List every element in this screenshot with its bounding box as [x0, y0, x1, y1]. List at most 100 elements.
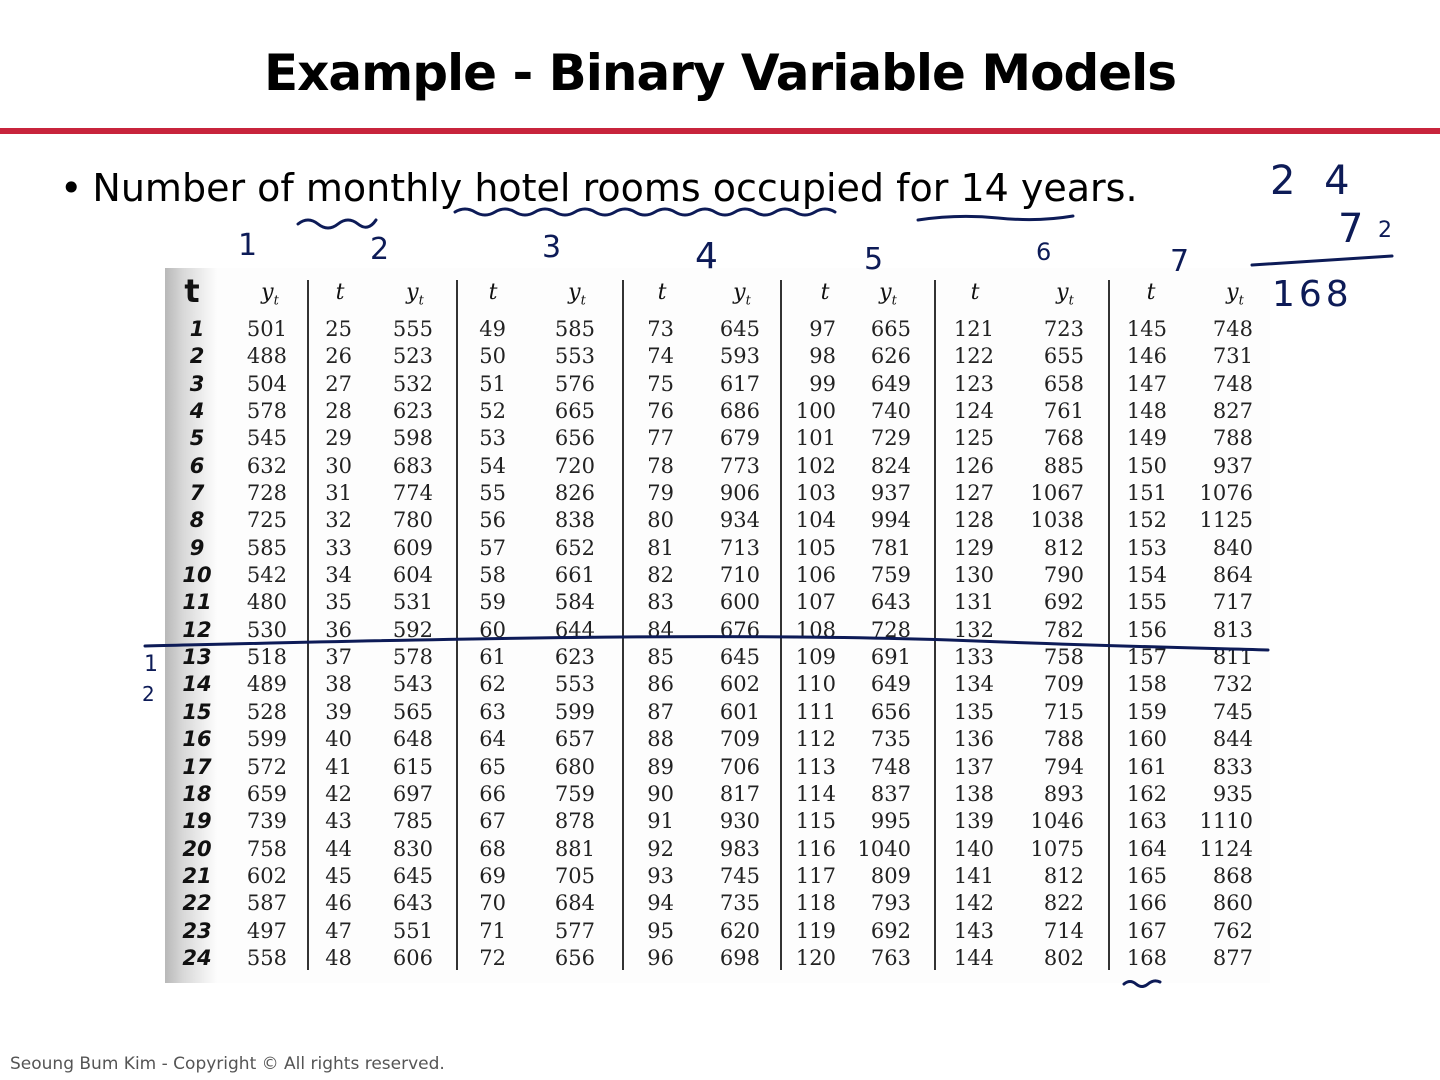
bullet-point: • Number of monthly hotel rooms occupied …	[60, 166, 1138, 210]
table-cell: 166	[1126, 891, 1167, 916]
table-cell: 126	[953, 453, 994, 478]
table-cell: 103	[795, 481, 836, 506]
handwritten-calc-24: 2 4	[1270, 158, 1358, 204]
table-cell: 108	[795, 617, 836, 642]
table-cell: 748	[1212, 371, 1253, 396]
table-cell: 657	[554, 727, 595, 752]
table-cell: 661	[554, 563, 595, 588]
table-cell: 497	[246, 918, 287, 943]
table-cell: 881	[554, 836, 595, 861]
table-cell: 128	[953, 508, 994, 533]
bullet-marker: •	[60, 166, 83, 210]
table-cell: 893	[1043, 781, 1084, 806]
table-cell: 788	[1212, 426, 1253, 451]
table-cell: 748	[1212, 317, 1253, 341]
header-t-label: t	[970, 280, 980, 305]
table-cell: 32	[325, 508, 352, 533]
table-cell: 55	[479, 481, 506, 506]
table-cell: 96	[647, 945, 674, 970]
table-cell: 159	[1126, 699, 1167, 724]
table-column-y5: 665 626 649 740 729 824 937 994 781 759 643 728 691 6…	[851, 316, 911, 972]
table-cell: 565	[392, 699, 433, 724]
table-cell: 74	[647, 344, 674, 369]
table-cell: 720	[554, 453, 595, 478]
table-cell: 157	[1126, 645, 1167, 670]
table-cell: 46	[325, 891, 352, 916]
table-cell: 645	[719, 317, 760, 341]
scan-shadow-edge	[165, 268, 217, 983]
table-cell: 1125	[1199, 508, 1253, 533]
table-cell: 30	[325, 453, 352, 478]
slide-title: Example - Binary Variable Models	[263, 44, 1177, 102]
handwritten-margin-2: 2	[142, 682, 155, 706]
handwritten-t-cell: 3	[189, 371, 205, 396]
table-cell: 609	[392, 535, 433, 560]
table-cell: 107	[795, 590, 836, 615]
table-cell: 111	[795, 699, 836, 724]
table-cell: 822	[1043, 891, 1084, 916]
table-cell: 587	[246, 891, 287, 916]
table-cell: 131	[953, 590, 994, 615]
table-cell: 645	[392, 863, 433, 888]
calc-divider-line	[1250, 254, 1394, 267]
table-cell: 112	[795, 727, 836, 752]
table-cell: 163	[1126, 809, 1167, 834]
handwritten-col-1: 1	[238, 228, 258, 263]
table-column-t2: 25 26 27 28 29 30 31 32 33 34 35 36 37 38 39 40 41 42 43 44…	[312, 316, 352, 972]
table-cell: 152	[1126, 508, 1167, 533]
table-cell: 620	[719, 918, 760, 943]
handwritten-calc-168: 168	[1272, 274, 1353, 315]
table-column-y6: 723 655 658 761 768 885 1067 1038 812 790 692 782 75…	[1024, 316, 1084, 972]
title-divider	[0, 128, 1440, 134]
table-cell: 156	[1126, 617, 1167, 642]
table-cell: 649	[870, 672, 911, 697]
table-cell: 542	[246, 563, 287, 588]
handwritten-t-cell: 9	[189, 535, 205, 560]
table-cell: 773	[719, 453, 760, 478]
header-subscript-t: t	[580, 293, 586, 309]
table-cell: 27	[325, 371, 352, 396]
column-header-t: t	[642, 280, 682, 305]
table-cell: 150	[1126, 453, 1167, 478]
handwritten-col-7: 7	[1170, 244, 1190, 279]
table-cell: 602	[246, 863, 287, 888]
table-cell: 665	[554, 399, 595, 424]
table-cell: 121	[953, 317, 994, 341]
handwritten-col-6: 6	[1036, 238, 1052, 266]
table-column-divider	[456, 280, 458, 970]
table-cell: 29	[325, 426, 352, 451]
table-cell: 95	[647, 918, 674, 943]
table-cell: 92	[647, 836, 674, 861]
table-cell: 62	[479, 672, 506, 697]
table-cell: 576	[554, 371, 595, 396]
table-cell: 684	[554, 891, 595, 916]
header-subscript-t: t	[418, 293, 424, 309]
table-cell: 127	[953, 481, 994, 506]
table-cell: 585	[246, 535, 287, 560]
column-header-t: t	[805, 280, 845, 305]
header-y-label: y	[1056, 280, 1069, 305]
table-cell: 504	[246, 371, 287, 396]
header-t-label: t	[820, 280, 830, 305]
table-cell: 523	[392, 344, 433, 369]
table-cell: 833	[1212, 754, 1253, 779]
table-cell: 729	[870, 426, 911, 451]
table-cell: 758	[246, 836, 287, 861]
handwritten-t-cell: 10	[182, 563, 212, 588]
table-cell: 52	[479, 399, 506, 424]
table-cell: 817	[719, 781, 760, 806]
table-cell: 598	[392, 426, 433, 451]
table-cell: 665	[870, 317, 911, 341]
table-cell: 89	[647, 754, 674, 779]
table-column-t6: 121 122 123 124 125 126 127 128 129 130 131 132 133 1…	[949, 316, 994, 972]
table-cell: 983	[719, 836, 760, 861]
scanned-data-table	[165, 268, 1270, 983]
table-cell: 530	[246, 617, 287, 642]
table-cell: 1038	[1030, 508, 1084, 533]
table-cell: 759	[554, 781, 595, 806]
bullet-text: Number of monthly hotel rooms occupied f…	[92, 166, 1138, 210]
table-cell: 864	[1212, 563, 1253, 588]
table-cell: 813	[1212, 617, 1253, 642]
table-cell: 761	[1043, 399, 1084, 424]
table-cell: 78	[647, 453, 674, 478]
